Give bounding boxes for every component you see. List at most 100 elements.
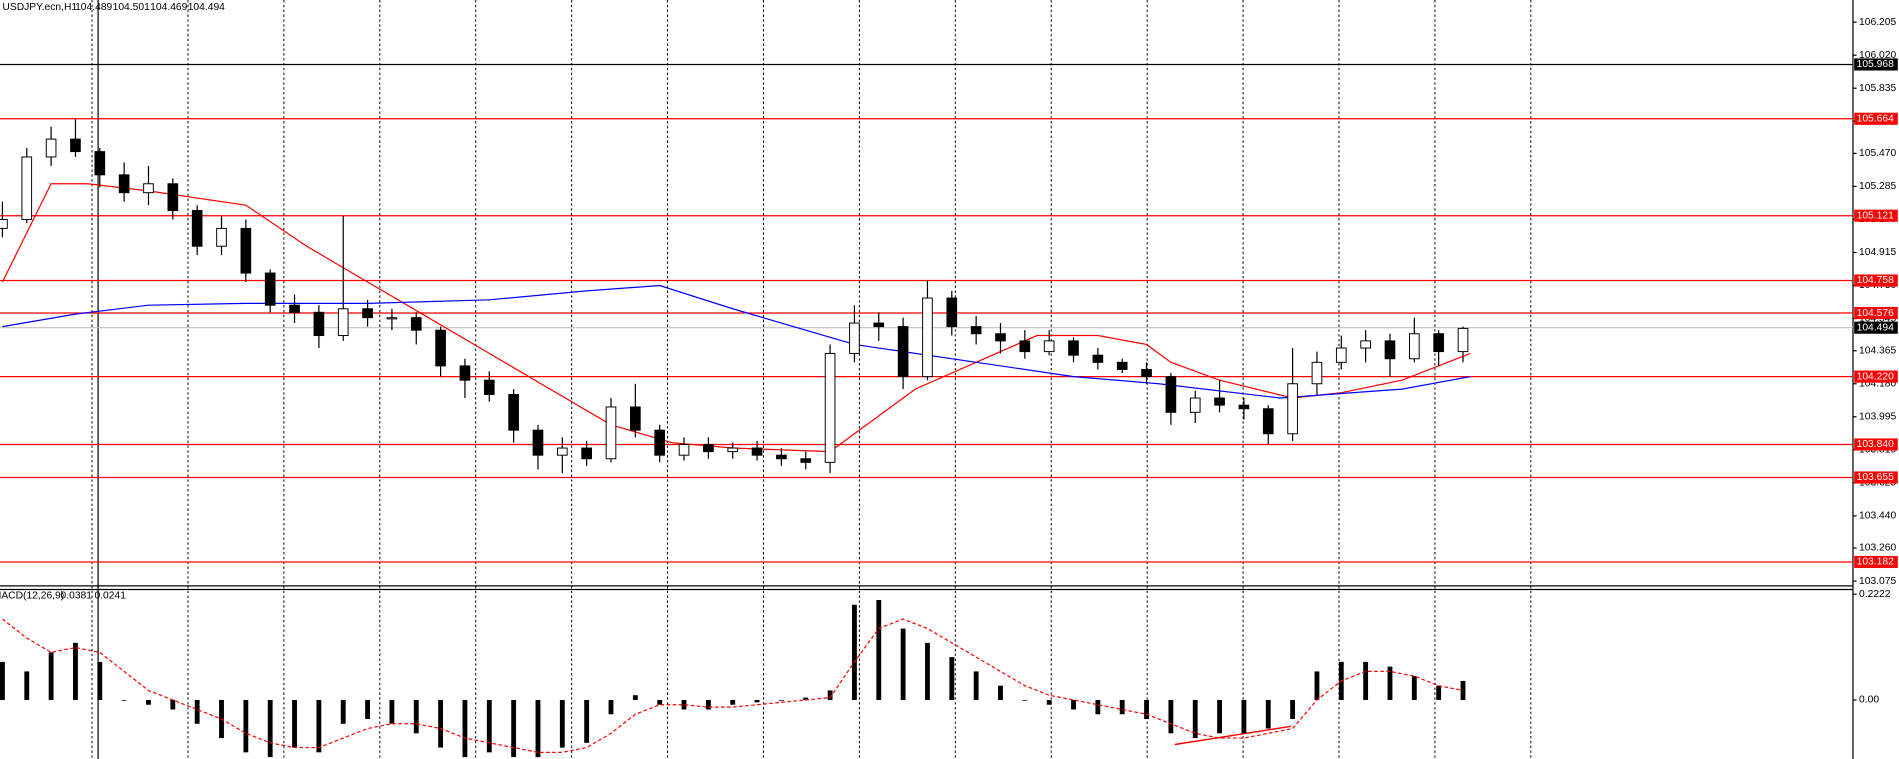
candle-body — [483, 379, 495, 395]
candle-body — [70, 138, 81, 153]
macd-bar — [24, 671, 30, 700]
candle-body — [143, 183, 154, 194]
macd-bar — [97, 661, 103, 700]
candle-body — [800, 458, 812, 463]
candle-body — [386, 317, 398, 320]
macd-bar — [608, 699, 614, 715]
macd-bar — [949, 657, 955, 700]
macd-bar — [1192, 699, 1198, 739]
macd-bar — [1144, 699, 1149, 720]
y-tick-label: 0.2222 — [1859, 589, 1891, 600]
candle-body — [727, 447, 739, 453]
candle-body — [1360, 340, 1371, 349]
y-tick-label: 103.995 — [1859, 412, 1896, 423]
macd-bar — [632, 695, 638, 700]
macd-bar — [1363, 661, 1369, 700]
candle-body — [1238, 404, 1250, 410]
ohlc-readout: 104.469 — [150, 2, 187, 13]
candle-body — [630, 406, 641, 431]
macd-bar — [0, 661, 5, 700]
y-tick-label: 104.915 — [1859, 247, 1896, 258]
level-box — [1854, 306, 1898, 320]
level-label: 105.121 — [1857, 210, 1894, 221]
macd-bar — [778, 699, 784, 701]
candle-body — [922, 297, 933, 378]
candle-body — [1457, 327, 1469, 353]
candle-body — [824, 352, 836, 463]
macd-bar — [1217, 699, 1222, 734]
candle-body — [873, 322, 885, 328]
candle-body — [94, 151, 106, 176]
candle-body — [703, 443, 714, 453]
candle-body — [1068, 340, 1079, 356]
macd-bar — [413, 699, 419, 734]
macd-bar — [559, 699, 565, 748]
macd-bar — [1168, 699, 1174, 734]
macd-bar — [170, 699, 176, 710]
y-tick-label: 105.470 — [1859, 148, 1896, 159]
candle-body — [459, 365, 471, 381]
y-tick-label: 104.180 — [1859, 378, 1896, 389]
macd-bar — [243, 699, 249, 753]
candle-body — [1165, 376, 1177, 413]
macd-bar — [486, 699, 492, 753]
macd-bar — [462, 699, 468, 758]
candle-body — [946, 297, 958, 328]
macd-bar — [292, 699, 297, 748]
candle-body — [995, 333, 1006, 342]
candle-body — [556, 447, 568, 456]
macd-bar — [681, 699, 687, 710]
candle-body — [240, 227, 252, 274]
candle-body — [654, 429, 666, 456]
candle-body — [776, 454, 787, 460]
candle-body — [118, 174, 130, 194]
candle-body — [849, 322, 860, 354]
current-price-box — [1854, 321, 1898, 334]
macd-bar — [365, 699, 370, 720]
macd-bar — [73, 642, 78, 700]
divergence-trendline — [1174, 725, 1292, 746]
macd-bar — [1387, 666, 1393, 700]
macd-readout: 0.0241 — [94, 590, 126, 601]
ohlc-readout: 104.494 — [188, 2, 225, 13]
macd-bar — [998, 685, 1003, 700]
macd-bar — [803, 697, 809, 700]
macd-bar — [1436, 685, 1442, 700]
candle-body — [897, 326, 909, 378]
macd-bar — [1022, 699, 1028, 701]
candle-body — [435, 329, 446, 367]
candle-body — [191, 210, 203, 247]
candle-body — [289, 304, 300, 313]
candle-body — [1141, 368, 1152, 378]
macd-bar — [1290, 699, 1296, 720]
candle-body — [45, 138, 57, 158]
level-box — [1854, 471, 1898, 484]
candle-body — [970, 326, 982, 335]
ohlc-readout: 104.489 — [75, 2, 112, 13]
level-box — [1854, 274, 1898, 287]
candle-body — [313, 311, 325, 337]
macd-bar — [1095, 699, 1101, 715]
candle-body — [605, 406, 617, 460]
macd-bar — [852, 604, 857, 700]
macd-bar — [876, 599, 882, 700]
macd-bar — [535, 699, 541, 758]
macd-bar — [389, 699, 395, 724]
candle-body — [508, 393, 519, 431]
level-box — [1854, 370, 1898, 383]
macd-bar — [1071, 699, 1076, 710]
y-tick-label: 105.285 — [1859, 181, 1896, 192]
macd-bar — [1046, 699, 1052, 705]
symbol-title: USDJPY.ecn,H1 — [2, 2, 77, 13]
macd-bar — [438, 699, 444, 748]
level-box — [1854, 438, 1898, 451]
candle-body — [1311, 361, 1323, 385]
marker-label: 105.968 — [1857, 59, 1894, 70]
y-tick-label: 103.260 — [1859, 543, 1896, 554]
y-tick-label: 106.205 — [1859, 17, 1896, 28]
candle-body — [1433, 333, 1444, 353]
macd-bar — [1314, 671, 1320, 700]
